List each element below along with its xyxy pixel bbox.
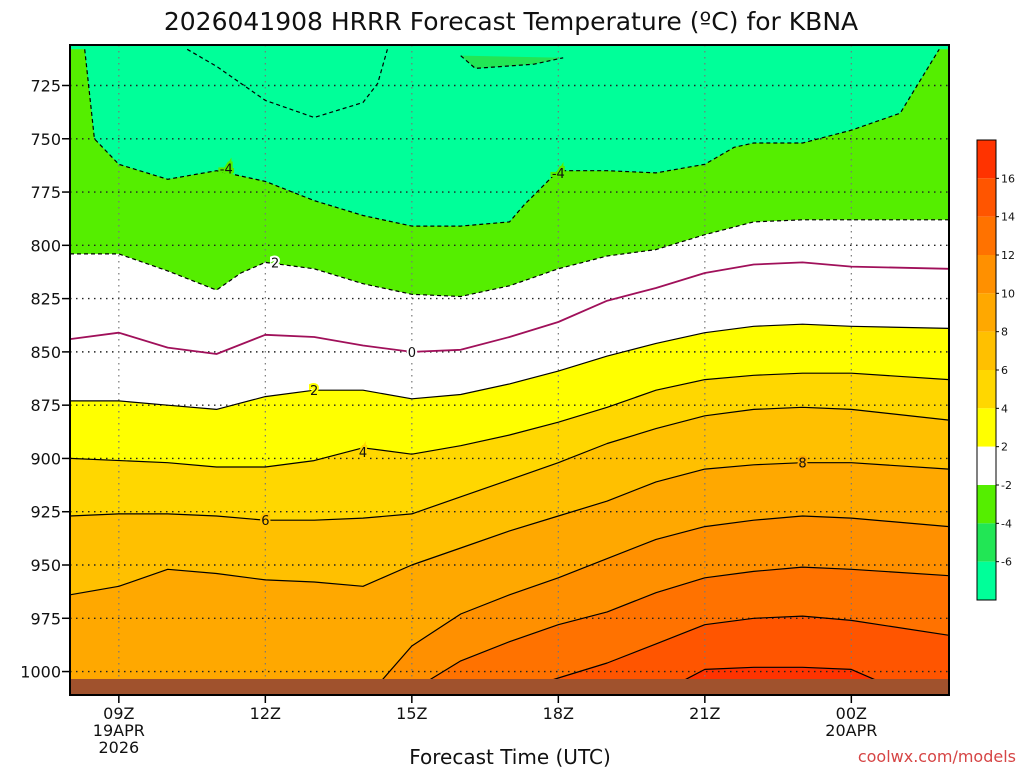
colorbar-label-5: 6 [1001, 364, 1008, 377]
y-tick-label-725: 725 [30, 76, 61, 95]
ground-strip [70, 679, 949, 695]
colorbar-label-6: 8 [1001, 326, 1008, 339]
isotherm-label-1: -4 [552, 167, 565, 182]
x-tick-label-12Z: 12Z [250, 704, 281, 723]
fill-below-neg6c-upper [460, 55, 564, 69]
colorbar-bin-neg4 [977, 485, 996, 524]
isotherm-label-2: 2 [271, 256, 279, 271]
isotherm-labels: -4 -4 2 0 2 4 6 8 [218, 161, 809, 532]
colorbar-label-0: -6 [1001, 556, 1012, 569]
isotherm-neg6c-0 [460, 55, 564, 70]
x-tick-label-00Z: 00Z [836, 704, 867, 723]
colorbar-bin-10 [977, 255, 996, 294]
isotherm-6c-7 [69, 406, 950, 521]
colorbar-label-10: 16 [1001, 172, 1015, 185]
isotherm-neg6c-1 [186, 48, 388, 119]
colorbar-bin-neg8 [977, 561, 996, 600]
colorbar-bin-4 [977, 370, 996, 409]
colorbar-label-2: -2 [1001, 479, 1012, 492]
y-tick-label-900: 900 [30, 449, 61, 468]
x-tick-year-09Z: 2026 [98, 738, 139, 757]
colorbar-bin-8 [977, 293, 996, 332]
isotherm-10c-10 [372, 515, 950, 692]
isotherm-8c-8 [69, 462, 950, 596]
y-tick-label-750: 750 [30, 130, 61, 149]
y-tick-label-850: 850 [30, 343, 61, 362]
y-tick-label-825: 825 [30, 290, 61, 309]
isotherm-2c-5 [70, 323, 950, 410]
x-tick-label-21Z: 21Z [689, 704, 720, 723]
isotherm-16c-13 [680, 666, 877, 683]
y-tick-label-1000: 1000 [20, 663, 61, 682]
colorbar-label-1: -4 [1001, 517, 1012, 530]
isotherm-label-0: -4 [220, 163, 233, 178]
colorbar: -6 -4 -2 2 4 6 8 10 12 14 16 [976, 139, 1015, 601]
x-tick-label-18Z: 18Z [543, 704, 574, 723]
colorbar-label-9: 14 [1001, 211, 1015, 224]
colorbar-bin-12 [977, 216, 996, 255]
isotherm-12c-11 [411, 566, 950, 692]
y-axis: 725 750 775 800 825 850 875 900 925 950 975 1000 [20, 76, 70, 682]
colorbar-label-8: 12 [1001, 249, 1015, 262]
y-tick-label-800: 800 [30, 236, 61, 255]
isotherm-14c-12 [519, 615, 950, 692]
plot-frame [69, 44, 950, 696]
x-axis-label: Forecast Time (UTC) [409, 745, 611, 768]
colorbar-label-3: 2 [1001, 441, 1008, 454]
isotherm-label-3: 0 [408, 346, 416, 361]
isotherm-label-4: 2 [310, 384, 318, 399]
colorbar-label-4: 4 [1001, 402, 1008, 415]
grid-lines [70, 45, 949, 695]
x-tick-label-15Z: 15Z [396, 704, 427, 723]
x-tick-date-00Z: 20APR [825, 721, 877, 740]
isotherm-0c-4 [69, 261, 950, 355]
x-tick-label-09Z: 09Z [103, 704, 134, 723]
colorbar-bin-14 [977, 178, 996, 217]
isotherm-4c-6 [69, 372, 950, 468]
colorbar-bin-neg2 [977, 446, 996, 485]
chart-title: 2026041908 HRRR Forecast Temperature (ºC… [164, 7, 858, 36]
temperature-fill-layer [70, 45, 949, 696]
y-tick-label-925: 925 [30, 503, 61, 522]
fill-below-neg6c [187, 49, 388, 118]
colorbar-label-7: 10 [1001, 287, 1015, 300]
y-tick-label-775: 775 [30, 183, 61, 202]
isotherm-label-6: 6 [261, 514, 269, 529]
y-tick-label-950: 950 [30, 556, 61, 575]
isotherm-label-5: 4 [359, 446, 367, 461]
colorbar-bin-neg6 [977, 523, 996, 562]
colorbar-bin-6 [977, 331, 996, 370]
colorbar-bin-16 [977, 140, 996, 179]
credit-text: coolwx.com/models [858, 747, 1016, 766]
isotherm-neg2c-3 [70, 219, 949, 298]
y-tick-label-875: 875 [30, 396, 61, 415]
plot-area: -4 -4 2 0 2 4 6 8 [69, 44, 950, 696]
colorbar-bin-2 [977, 408, 996, 447]
x-tick-date-09Z: 19APR [93, 721, 145, 740]
y-tick-label-975: 975 [30, 609, 61, 628]
isotherm-label-7: 8 [798, 457, 806, 472]
